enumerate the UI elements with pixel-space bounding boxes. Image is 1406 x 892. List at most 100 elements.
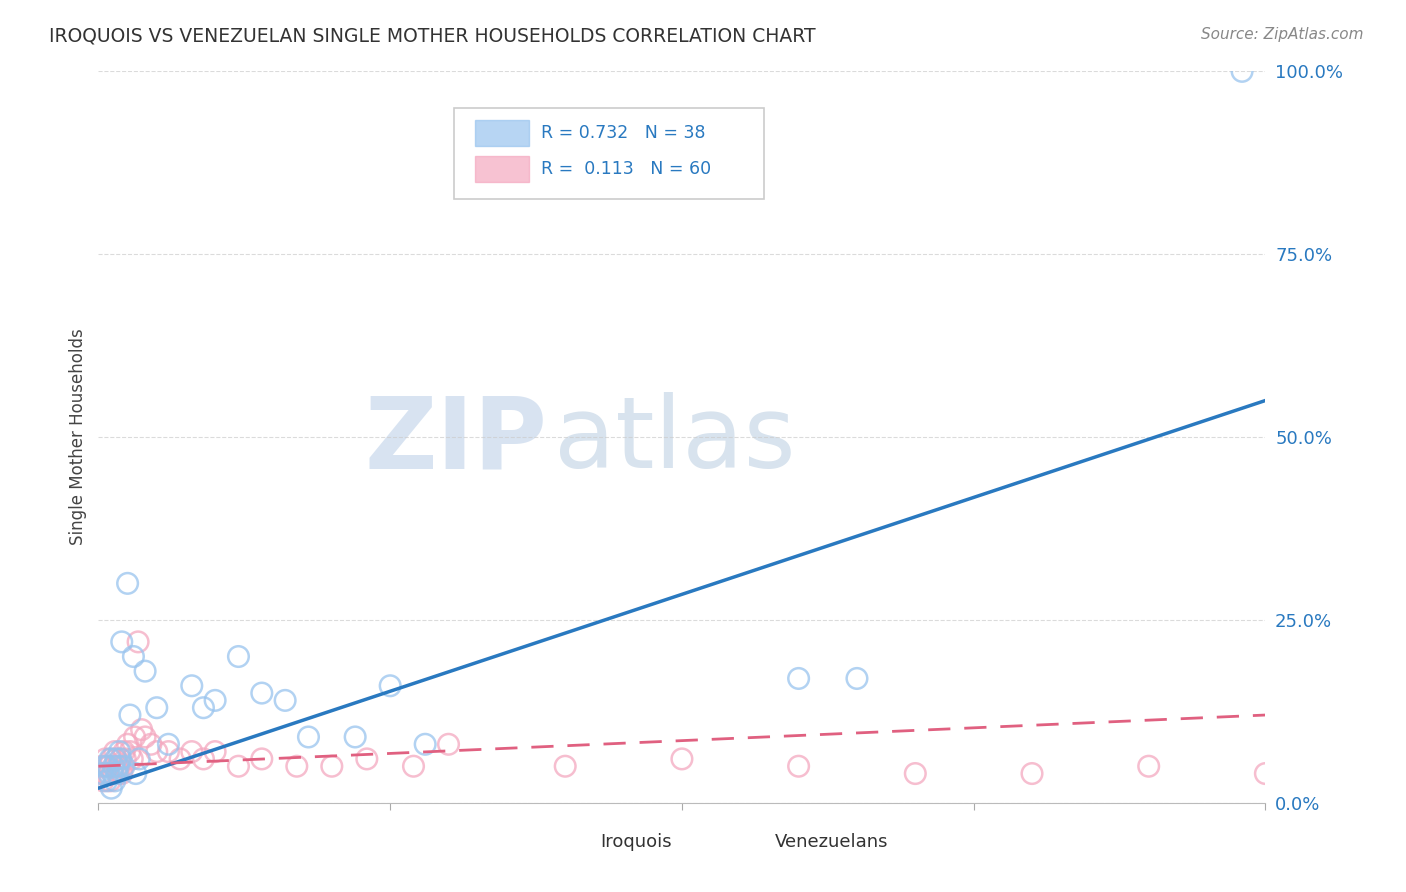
Point — [104, 773, 127, 788]
Point — [104, 752, 127, 766]
Point — [97, 766, 120, 780]
Point — [437, 737, 460, 751]
Point — [134, 730, 156, 744]
Point — [204, 745, 226, 759]
Point — [128, 752, 150, 766]
Point — [111, 635, 134, 649]
Point — [127, 635, 149, 649]
Point — [104, 752, 127, 766]
Point — [146, 745, 169, 759]
Point — [103, 759, 125, 773]
Point — [122, 649, 145, 664]
Point — [96, 759, 118, 773]
Point — [90, 766, 112, 780]
Point — [180, 745, 202, 759]
Point — [117, 576, 139, 591]
Point — [228, 649, 250, 664]
Point — [101, 766, 124, 780]
Point — [180, 679, 202, 693]
Point — [97, 759, 120, 773]
Point — [117, 737, 139, 751]
Point — [1254, 766, 1277, 780]
Point — [413, 737, 436, 751]
Point — [321, 759, 343, 773]
Point — [118, 745, 141, 759]
Point — [157, 737, 180, 751]
Point — [250, 752, 273, 766]
Point — [111, 759, 134, 773]
Point — [193, 752, 215, 766]
Point — [110, 752, 132, 766]
Point — [193, 700, 215, 714]
Point — [671, 752, 693, 766]
Point — [107, 759, 129, 773]
Point — [96, 773, 118, 788]
Text: Iroquois: Iroquois — [600, 833, 672, 851]
FancyBboxPatch shape — [475, 156, 529, 182]
Point — [846, 672, 869, 686]
Point — [169, 752, 191, 766]
FancyBboxPatch shape — [454, 108, 763, 200]
Point — [97, 759, 120, 773]
Point — [111, 766, 134, 780]
Point — [114, 752, 136, 766]
FancyBboxPatch shape — [720, 830, 769, 854]
Point — [134, 664, 156, 678]
Y-axis label: Single Mother Households: Single Mother Households — [69, 329, 87, 545]
Text: R =  0.113   N = 60: R = 0.113 N = 60 — [541, 160, 711, 178]
Text: Venezuelans: Venezuelans — [775, 833, 889, 851]
Point — [94, 752, 117, 766]
Point — [1230, 64, 1253, 78]
Point — [402, 759, 425, 773]
FancyBboxPatch shape — [546, 830, 595, 854]
Point — [131, 723, 153, 737]
Point — [118, 708, 141, 723]
Point — [98, 752, 121, 766]
Point — [112, 745, 135, 759]
Point — [97, 766, 120, 780]
Point — [103, 759, 125, 773]
Point — [107, 766, 129, 780]
Point — [904, 766, 927, 780]
Point — [380, 679, 402, 693]
Point — [124, 730, 146, 744]
Text: IROQUOIS VS VENEZUELAN SINGLE MOTHER HOUSEHOLDS CORRELATION CHART: IROQUOIS VS VENEZUELAN SINGLE MOTHER HOU… — [49, 27, 815, 45]
Point — [125, 766, 148, 780]
Point — [139, 737, 162, 751]
Point — [204, 693, 226, 707]
Point — [297, 730, 319, 744]
Point — [90, 759, 112, 773]
Point — [105, 766, 128, 780]
Text: atlas: atlas — [554, 392, 796, 489]
Text: ZIP: ZIP — [364, 392, 548, 489]
Point — [274, 693, 297, 707]
Point — [105, 759, 128, 773]
Text: R = 0.732   N = 38: R = 0.732 N = 38 — [541, 124, 706, 142]
Point — [146, 700, 169, 714]
Point — [108, 745, 131, 759]
Point — [112, 759, 135, 773]
Point — [101, 766, 124, 780]
Point — [356, 752, 378, 766]
Point — [787, 759, 810, 773]
Point — [285, 759, 308, 773]
Point — [93, 766, 115, 780]
Point — [121, 752, 143, 766]
Point — [787, 672, 810, 686]
Point — [110, 752, 132, 766]
Point — [1137, 759, 1160, 773]
Point — [344, 730, 367, 744]
Text: Source: ZipAtlas.com: Source: ZipAtlas.com — [1201, 27, 1364, 42]
Point — [157, 745, 180, 759]
Point — [1021, 766, 1043, 780]
FancyBboxPatch shape — [475, 120, 529, 146]
Point — [93, 759, 115, 773]
Point — [100, 781, 122, 796]
Point — [98, 773, 121, 788]
Point — [554, 759, 576, 773]
Point — [108, 759, 131, 773]
Point — [250, 686, 273, 700]
Point — [91, 773, 114, 788]
Point — [104, 745, 127, 759]
Point — [90, 766, 112, 780]
